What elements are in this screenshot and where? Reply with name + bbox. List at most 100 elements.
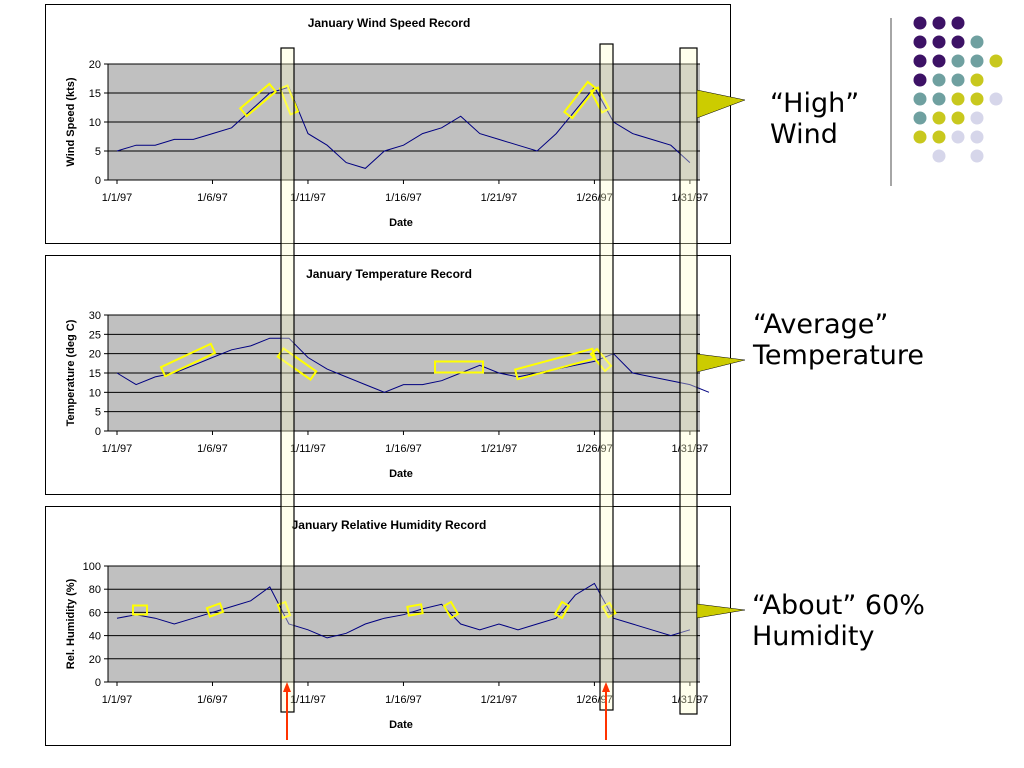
decor-dot: [913, 73, 927, 87]
y-tick-label: 40: [89, 631, 101, 643]
decor-dot: [951, 130, 965, 144]
y-tick-label: 15: [89, 368, 101, 380]
highlight-box: [513, 347, 597, 381]
x-tick-label: 1/1/97: [102, 443, 133, 455]
decor-dot: [989, 54, 1003, 68]
decor-dot: [913, 92, 927, 106]
decor-dot: [932, 92, 946, 106]
y-axis-label: Wind Speed (kts): [65, 77, 77, 166]
decor-dot: [951, 73, 965, 87]
y-tick-label: 60: [89, 607, 101, 619]
decor-dot: [932, 130, 946, 144]
y-tick-label: 0: [95, 677, 101, 689]
y-tick-label: 5: [95, 407, 101, 419]
y-axis-label: Temperature (deg C): [65, 319, 77, 426]
decor-dot: [913, 35, 927, 49]
decor-dot: [970, 73, 984, 87]
decor-dot: [951, 16, 965, 30]
highlight-box: [205, 602, 225, 618]
highlight-box: [553, 600, 571, 620]
x-tick-label: 1/16/97: [385, 192, 422, 204]
wind-speed-chart-svg: 0 5 10 15 20 1/1/97 1/6/97 1/11/97 1/16/97 1/21/9…: [65, 16, 709, 229]
y-tick-label: 20: [89, 654, 101, 666]
x-tick-label: 1/11/97: [290, 192, 326, 204]
callout-hum-line1: “About” 60%: [752, 590, 925, 621]
callout-hum-line2: Humidity: [752, 621, 875, 652]
decor-dot: [932, 111, 946, 125]
x-tick-label: 1/11/97: [290, 694, 326, 706]
vertical-highlight-band: [679, 47, 698, 715]
x-tick-label: 1/31/97: [672, 443, 709, 455]
x-tick-label: 1/31/97: [672, 694, 709, 706]
callout-arrow: [696, 603, 746, 619]
decor-dot: [932, 149, 946, 163]
y-tick-label: 5: [95, 146, 101, 158]
highlight-box: [406, 603, 424, 617]
x-tick-label: 1/1/97: [102, 694, 133, 706]
highlight-box: [589, 86, 611, 114]
y-tick-label: 80: [89, 584, 101, 596]
decor-dot: [951, 35, 965, 49]
x-tick-label: 1/21/97: [481, 694, 518, 706]
decor-dot: [970, 130, 984, 144]
y-tick-label: 0: [95, 426, 101, 438]
temperature-chart-svg: 0 5 10 15 20 25 30 1/1/97 1/6/97 1/11/97 1/16/97 1/…: [65, 267, 710, 480]
callout-wind-line2: Wind: [770, 119, 838, 150]
x-tick-label: 1/26/97: [576, 443, 613, 455]
decor-dot: [970, 111, 984, 125]
decor-dot: [951, 92, 965, 106]
y-tick-label: 20: [89, 349, 101, 361]
humidity-chart-svg: 0 20 40 60 80 100 1/1/97 1/6/97 1/11/97 1/16/97 1/…: [65, 518, 709, 731]
x-tick-label: 1/1/97: [102, 192, 133, 204]
x-tick-label: 1/6/97: [197, 694, 228, 706]
x-axis-label: Date: [389, 217, 413, 229]
temperature-chart: 0 5 10 15 20 25 30 1/1/97 1/6/97 1/11/97 1/16/97 1/…: [45, 255, 731, 495]
pointer-arrow-head: [283, 682, 291, 692]
y-axis-label: Rel. Humidity (%): [65, 578, 77, 669]
y-tick-label: 25: [89, 329, 101, 341]
x-tick-label: 1/31/97: [672, 192, 709, 204]
highlight-box: [159, 342, 217, 378]
y-tick-label: 15: [89, 88, 101, 100]
decor-dot: [989, 92, 1003, 106]
decor-dot: [932, 54, 946, 68]
highlight-box: [442, 600, 460, 620]
y-tick-label: 10: [89, 387, 101, 399]
highlight-box: [562, 80, 598, 120]
decor-dot: [970, 54, 984, 68]
callout-arrow: [696, 353, 746, 373]
x-tick-label: 1/6/97: [197, 443, 228, 455]
x-tick-label: 1/21/97: [481, 443, 518, 455]
x-tick-label: 1/16/97: [385, 443, 422, 455]
decor-dot: [932, 35, 946, 49]
highlight-box: [238, 82, 278, 118]
x-tick-label: 1/26/97: [576, 192, 613, 204]
highlight-box: [132, 604, 148, 616]
decor-dot: [951, 54, 965, 68]
decor-dot: [970, 149, 984, 163]
highlight-box: [276, 600, 292, 620]
chart-title: January Wind Speed Record: [308, 16, 471, 30]
decor-dot: [913, 130, 927, 144]
decor-dot: [932, 16, 946, 30]
callout-about-60-humidity: “About” 60% Humidity: [752, 590, 925, 652]
chart-title: January Temperature Record: [306, 267, 472, 281]
x-tick-label: 1/21/97: [481, 192, 518, 204]
wind-speed-chart: 0 5 10 15 20 1/1/97 1/6/97 1/11/97 1/16/97 1/21/9…: [45, 4, 731, 244]
y-tick-label: 30: [89, 310, 101, 322]
x-axis-label: Date: [389, 468, 413, 480]
x-tick-label: 1/11/97: [290, 443, 326, 455]
y-tick-label: 20: [89, 59, 101, 71]
y-tick-label: 10: [89, 117, 101, 129]
data-series-line: [116, 582, 691, 639]
x-tick-label: 1/16/97: [385, 694, 422, 706]
decor-dot: [913, 111, 927, 125]
decor-dot: [932, 73, 946, 87]
chart-title: January Relative Humidity Record: [292, 518, 487, 532]
plot-area: [108, 566, 700, 682]
x-axis-label: Date: [389, 719, 413, 731]
pointer-arrow-head: [602, 682, 610, 692]
y-tick-label: 100: [83, 561, 101, 573]
decor-dot: [951, 111, 965, 125]
